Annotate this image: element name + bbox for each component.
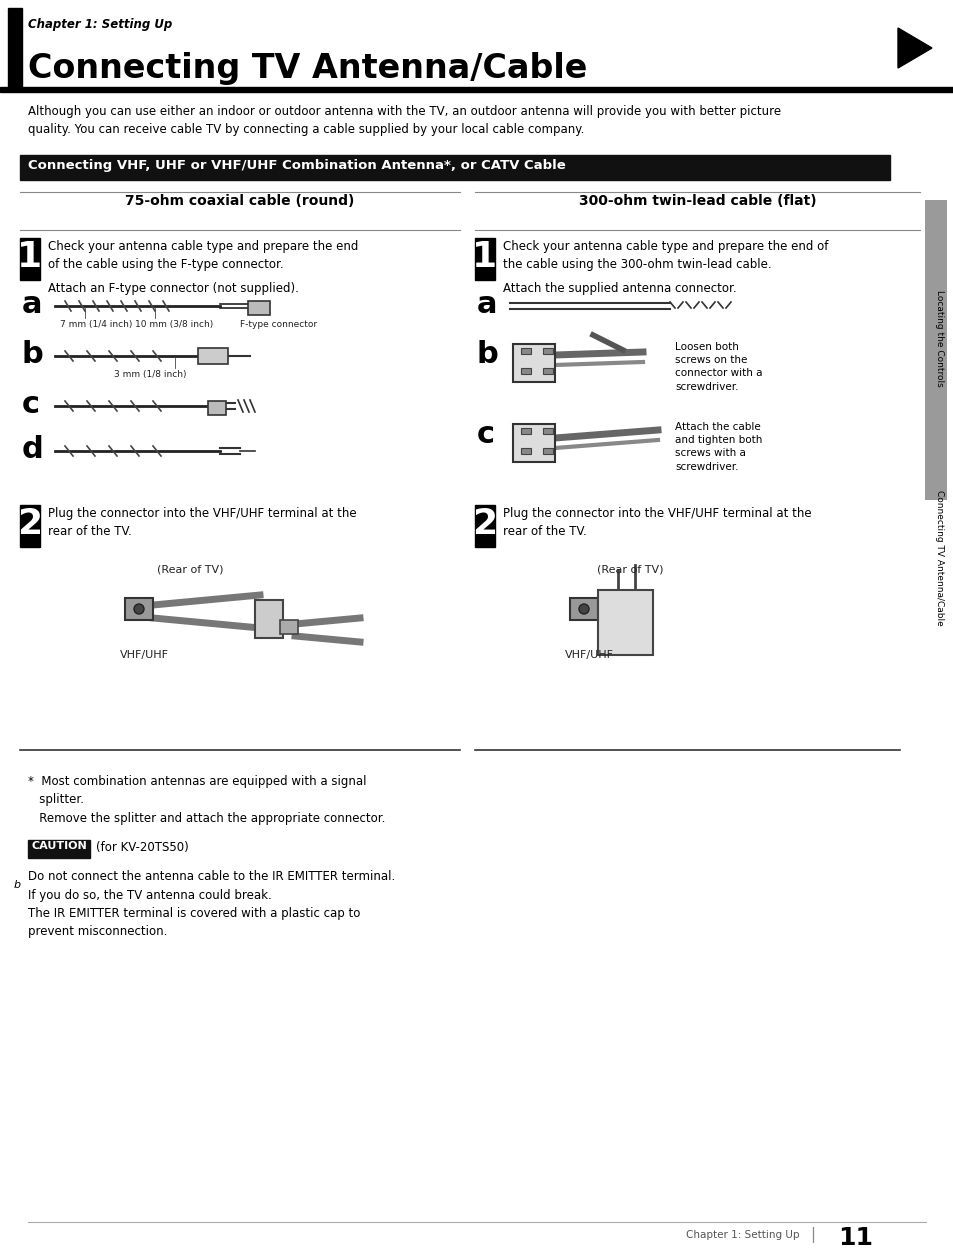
Bar [513, 424, 555, 462]
Bar [20, 155, 889, 180]
Text: c: c [476, 420, 495, 449]
Text: VHF/UHF: VHF/UHF [564, 650, 614, 660]
Bar [513, 345, 555, 382]
Bar [254, 600, 283, 638]
Text: Attach an F-type connector (not supplied).: Attach an F-type connector (not supplied… [48, 282, 298, 294]
Bar [198, 348, 228, 365]
Text: 300-ohm twin-lead cable (flat): 300-ohm twin-lead cable (flat) [578, 194, 816, 208]
Bar [542, 429, 553, 434]
Text: b: b [22, 340, 44, 368]
Text: Chapter 1: Setting Up: Chapter 1: Setting Up [686, 1230, 800, 1240]
Bar [520, 429, 531, 434]
Text: a: a [22, 289, 43, 320]
Bar [8, 8, 22, 88]
Text: *  Most combination antennas are equipped with a signal
   splitter.
   Remove t: * Most combination antennas are equipped… [28, 776, 385, 824]
Text: Locating the Controls: Locating the Controls [934, 289, 943, 387]
Text: 7 mm (1/4 inch): 7 mm (1/4 inch) [60, 320, 132, 330]
Circle shape [578, 604, 588, 614]
Text: |: | [809, 1227, 814, 1243]
Text: Loosen both
screws on the
connector with a
screwdriver.: Loosen both screws on the connector with… [675, 342, 761, 392]
Bar [280, 620, 297, 634]
Bar [28, 840, 90, 858]
Text: c: c [22, 390, 40, 419]
Text: 2: 2 [472, 507, 497, 541]
Polygon shape [897, 28, 931, 68]
Text: 1: 1 [472, 241, 497, 274]
Bar [125, 598, 152, 620]
Text: d: d [22, 435, 44, 464]
Bar [208, 401, 226, 415]
Bar [569, 598, 598, 620]
Bar [520, 348, 531, 355]
Text: Attach the supplied antenna connector.: Attach the supplied antenna connector. [502, 282, 736, 294]
Text: (for KV-20TS50): (for KV-20TS50) [96, 841, 189, 855]
Text: VHF/UHF: VHF/UHF [120, 650, 169, 660]
Bar [520, 449, 531, 454]
Text: 75-ohm coaxial cable (round): 75-ohm coaxial cable (round) [125, 194, 355, 208]
Text: 11: 11 [838, 1225, 873, 1250]
Text: 3 mm (1/8 inch): 3 mm (1/8 inch) [113, 370, 186, 378]
Text: (Rear of TV): (Rear of TV) [597, 565, 662, 575]
Text: a: a [476, 289, 497, 320]
Text: Plug the connector into the VHF/UHF terminal at the
rear of the TV.: Plug the connector into the VHF/UHF term… [48, 507, 356, 538]
Text: Chapter 1: Setting Up: Chapter 1: Setting Up [28, 18, 172, 31]
Text: 10 mm (3/8 inch): 10 mm (3/8 inch) [135, 320, 213, 330]
Text: Connecting TV Antenna/Cable: Connecting TV Antenna/Cable [28, 53, 587, 85]
Text: b: b [14, 880, 21, 890]
Bar [542, 348, 553, 355]
Text: Although you can use either an indoor or outdoor antenna with the TV, an outdoor: Although you can use either an indoor or… [28, 105, 781, 137]
Bar [598, 590, 652, 655]
Bar [924, 200, 946, 500]
Text: Check your antenna cable type and prepare the end
of the cable using the F-type : Check your antenna cable type and prepar… [48, 241, 358, 271]
Bar [475, 505, 495, 548]
Text: Attach the cable
and tighten both
screws with a
screwdriver.: Attach the cable and tighten both screws… [675, 422, 761, 471]
Bar [0, 86, 953, 91]
Bar [475, 238, 495, 279]
Text: Connecting VHF, UHF or VHF/UHF Combination Antenna*, or CATV Cable: Connecting VHF, UHF or VHF/UHF Combinati… [28, 159, 565, 172]
Bar [542, 449, 553, 454]
Text: Plug the connector into the VHF/UHF terminal at the
rear of the TV.: Plug the connector into the VHF/UHF term… [502, 507, 811, 538]
Text: b: b [476, 340, 498, 368]
Bar [248, 301, 270, 315]
Bar [542, 368, 553, 373]
Bar [20, 505, 40, 548]
Text: Check your antenna cable type and prepare the end of
the cable using the 300-ohm: Check your antenna cable type and prepar… [502, 241, 827, 271]
Text: Connecting TV Antenna/Cable: Connecting TV Antenna/Cable [934, 490, 943, 625]
Text: 2: 2 [17, 507, 43, 541]
Text: 1: 1 [17, 241, 43, 274]
Text: CAUTION: CAUTION [31, 841, 87, 851]
Text: Do not connect the antenna cable to the IR EMITTER terminal.
If you do so, the T: Do not connect the antenna cable to the … [28, 870, 395, 938]
Text: (Rear of TV): (Rear of TV) [156, 565, 223, 575]
Bar [20, 238, 40, 279]
Bar [520, 368, 531, 373]
Text: F-type connector: F-type connector [240, 320, 316, 330]
Circle shape [133, 604, 144, 614]
